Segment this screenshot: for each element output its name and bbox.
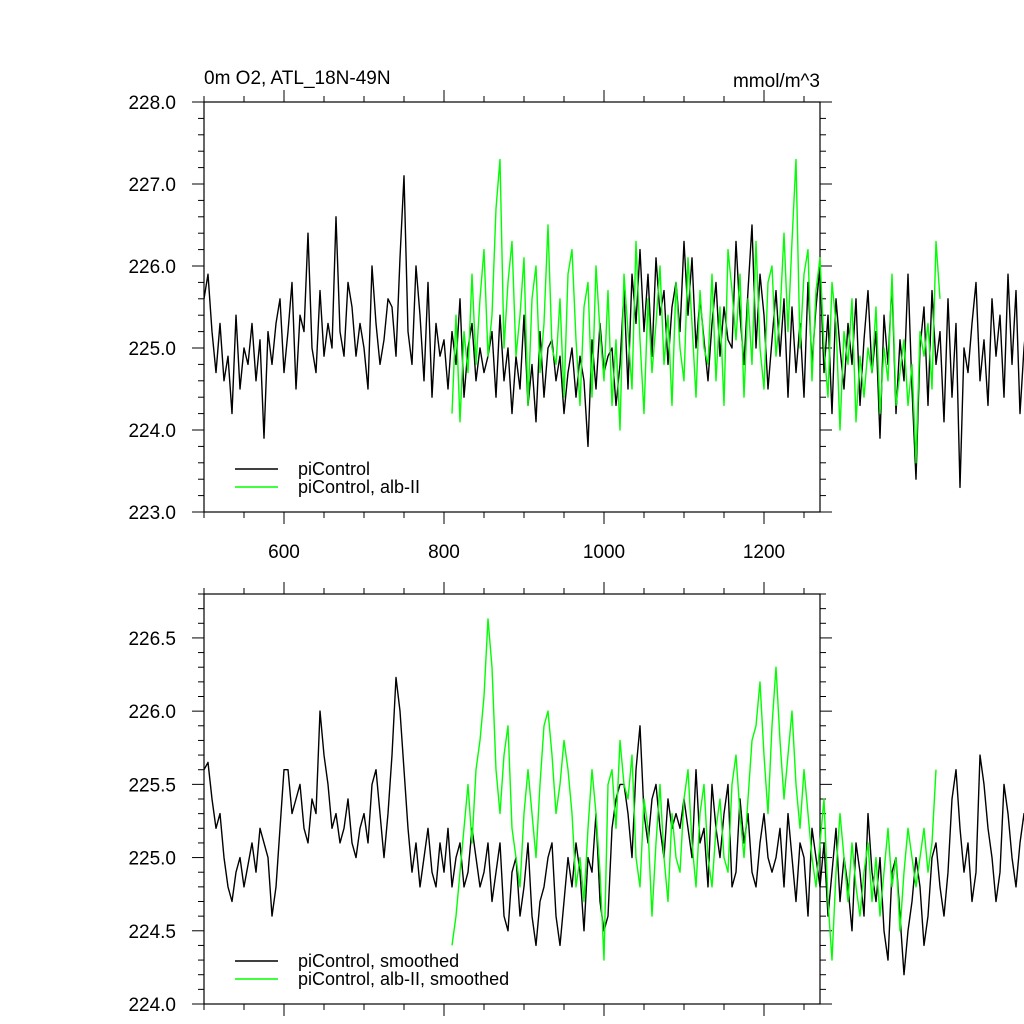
y-tick-label: 225.0 (128, 849, 176, 870)
bottom-series (203, 618, 1024, 976)
y-tick-label: 228.0 (128, 93, 176, 114)
y-tick-label: 226.0 (128, 257, 176, 278)
legend-label: piControl, alb-II, smoothed (298, 969, 509, 989)
y-tick-label: 225.0 (128, 339, 176, 360)
y-tick-label: 226.5 (128, 629, 176, 650)
x-tick-label: 800 (428, 542, 460, 563)
y-tick-label: 224.5 (128, 922, 176, 943)
top-panel-title: 0m O2, ATL_18N-49N (204, 68, 391, 89)
x-tick-label: 1200 (743, 542, 785, 563)
series-line-alb-ii (451, 618, 937, 961)
y-tick-label: 224.0 (128, 421, 176, 442)
x-tick-label: 1000 (583, 542, 625, 563)
y-tick-label: 223.0 (128, 503, 176, 524)
y-tick-label: 225.5 (128, 775, 176, 796)
top-panel: 0m O2, ATL_18N-49N mmol/m^3 600 800 1000 12… (128, 68, 1024, 563)
top-axis-ticks (192, 90, 832, 524)
top-axis-labels: 600 800 1000 1200 223.0 224.0 225.0 226.0 227.0 2… (128, 93, 785, 563)
series-line-alb-ii (451, 158, 941, 464)
top-panel-units: mmol/m^3 (733, 71, 820, 92)
series-line-picontrol (203, 676, 1024, 976)
series-line-picontrol (203, 175, 1024, 489)
legend-label: piControl, smoothed (298, 951, 459, 971)
y-tick-label: 224.0 (128, 995, 176, 1016)
legend-label: piControl, alb-II (298, 477, 420, 497)
y-tick-label: 227.0 (128, 175, 176, 196)
bottom-panel: 224.0 224.5 225.0 225.5 226.0 226.5 piControl… (128, 582, 1024, 1016)
bottom-axis-ticks (192, 582, 832, 1016)
top-series (203, 158, 1024, 489)
y-tick-label: 226.0 (128, 702, 176, 723)
bottom-axis-labels: 224.0 224.5 225.0 225.5 226.0 226.5 (128, 629, 176, 1016)
x-tick-label: 600 (268, 542, 300, 563)
legend-label: piControl (298, 459, 370, 479)
top-plot-frame (203, 101, 821, 513)
